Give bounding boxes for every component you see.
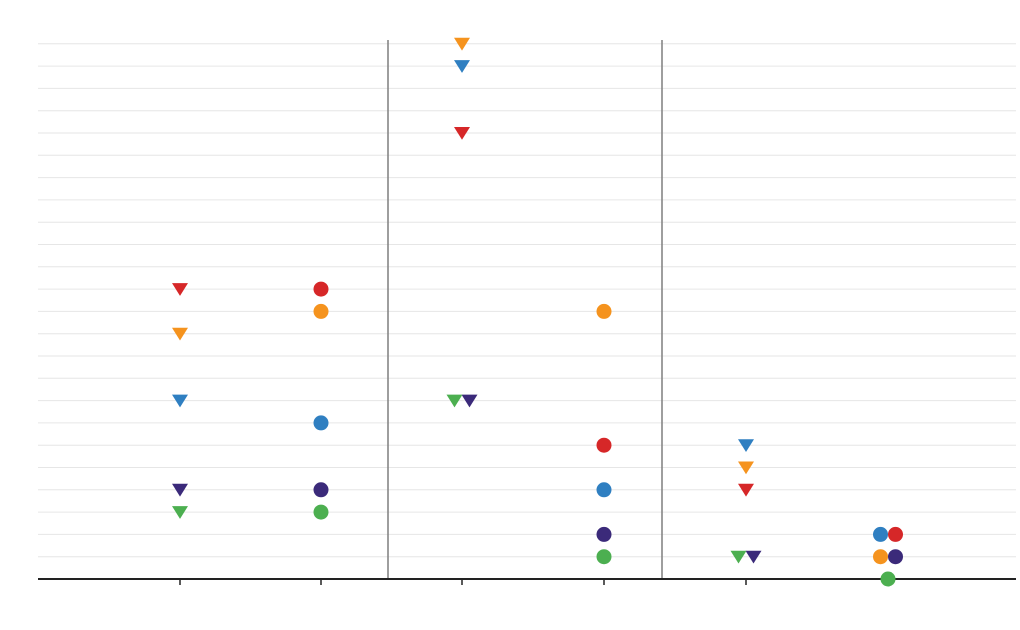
marker-triangle-green: [172, 506, 188, 519]
marker-triangle-red: [172, 283, 188, 296]
marker-triangle-blue: [172, 394, 188, 408]
marker-triangle-green: [730, 550, 747, 564]
marker-circle-orange: [873, 549, 888, 565]
marker-triangle-blue: [738, 439, 754, 452]
marker-circle-red: [596, 437, 612, 453]
marker-triangle-green: [446, 394, 463, 408]
marker-triangle-navy: [461, 394, 478, 408]
marker-triangle-orange: [454, 37, 470, 51]
grid-layer: [38, 43, 1016, 558]
marker-circle-orange: [596, 303, 612, 319]
marker-triangle-red: [454, 127, 470, 140]
panel-dividers: [387, 40, 663, 579]
marker-triangle-orange: [738, 461, 754, 475]
marker-triangle-navy: [172, 483, 188, 497]
marker-circle-green: [596, 549, 612, 565]
x-axis: [38, 578, 1016, 585]
marker-circle-red: [888, 526, 903, 542]
marker-triangle-orange: [172, 327, 188, 341]
marker-circle-navy: [596, 526, 612, 542]
marker-triangle-red: [738, 483, 754, 497]
marker-circle-blue: [596, 482, 612, 498]
marker-circle-orange: [313, 303, 329, 319]
marker-circle-green: [313, 504, 329, 520]
marker-circle-blue: [873, 526, 888, 542]
marker-triangle-navy: [745, 550, 762, 564]
marker-circle-red: [313, 281, 329, 297]
marker-circle-green: [880, 571, 896, 587]
marker-circle-navy: [313, 482, 329, 498]
marker-circle-blue: [313, 415, 329, 431]
marker-triangle-blue: [454, 60, 470, 73]
data-markers: [172, 37, 903, 587]
marker-circle-navy: [888, 549, 903, 565]
